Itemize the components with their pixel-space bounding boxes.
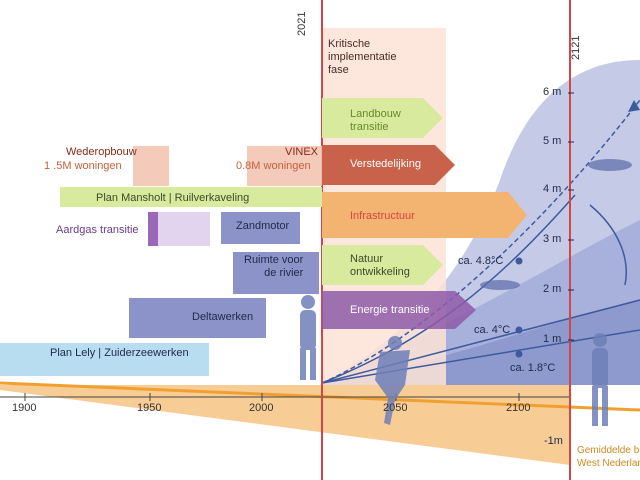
scenario-line-4-8 xyxy=(321,99,640,384)
natuur-arrow xyxy=(322,245,443,285)
aardgas-label: Aardgas transitie xyxy=(56,224,139,236)
critical-phase-label: Kritische implementatie fase xyxy=(328,38,397,76)
legend-line-1: Gemiddelde b xyxy=(577,445,640,456)
deltawerken-label: Deltawerken xyxy=(192,311,254,323)
sea-axis-1m: 1 m xyxy=(543,333,562,345)
deltawerken-bar xyxy=(129,298,266,338)
aardgas-bar xyxy=(148,212,210,246)
tick-1950: 1950 xyxy=(137,402,162,414)
zandmotor-label: Zandmotor xyxy=(236,220,290,232)
zandmotor-bar xyxy=(221,212,300,244)
scenario-dot-4-8 xyxy=(515,257,523,265)
vinex-bar xyxy=(247,146,322,186)
aardgas-bar-accent xyxy=(148,212,158,246)
sea-axis-3m: 3 m xyxy=(543,233,562,245)
sea-axis-minus-1m: -1m xyxy=(544,435,563,447)
scenario-dot-4 xyxy=(515,326,523,334)
vinex-sub: 0.8M woningen xyxy=(236,160,311,172)
sea-axis-ticks xyxy=(568,92,574,341)
curved-arrow xyxy=(589,204,627,286)
energie-arrow xyxy=(322,291,476,329)
natuur-label: Natuur ontwikkeling xyxy=(350,253,410,278)
mansholt-label: Plan Mansholt | Ruilverkaveling xyxy=(96,192,250,204)
subsidence-wedge xyxy=(0,385,570,465)
lely-bar xyxy=(0,343,209,376)
tick-2100: 2100 xyxy=(506,402,531,414)
scenario-line-1-8 xyxy=(321,329,640,384)
landbouw-arrow xyxy=(322,98,443,138)
infrastructuur-arrow xyxy=(322,192,527,238)
vinex-title: VINEX xyxy=(285,146,319,158)
sea-axis-5m: 5 m xyxy=(543,135,562,147)
lely-label: Plan Lely | Zuiderzeewerken xyxy=(50,347,189,359)
wederopbouw-bar xyxy=(133,146,169,186)
wederopbouw-sub: 1 .5M woningen xyxy=(44,160,122,172)
year-label-2121: 2121 xyxy=(570,35,582,60)
verstedelijking-label: Verstedelijking xyxy=(350,158,421,170)
landbouw-label: Landbouw transitie xyxy=(350,108,401,133)
sea-axis-4m: 4 m xyxy=(543,183,562,195)
swimmer-silhouettes xyxy=(480,159,632,290)
scenario-label-4: ca. 4°C xyxy=(474,324,511,336)
sea-axis-6m: 6 m xyxy=(543,86,562,98)
verstedelijking-arrow xyxy=(322,145,455,185)
infrastructuur-label: Infrastructuur xyxy=(350,210,415,222)
year-label-2021: 2021 xyxy=(296,11,308,36)
wederopbouw-title: Wederopbouw xyxy=(66,146,137,158)
ruimte-bar xyxy=(233,252,319,294)
scenario-label-1-8: ca. 1.8°C xyxy=(510,362,556,374)
legend-line-2: West Nederlan xyxy=(577,458,640,469)
scenario-label-4-8: ca. 4.8°C xyxy=(458,255,504,267)
sea-level-wave-low xyxy=(320,300,640,385)
scenario-dot-1-8 xyxy=(515,350,523,358)
energie-label: Energie transitie xyxy=(350,304,430,316)
sea-axis-2m: 2 m xyxy=(543,283,562,295)
mansholt-bar xyxy=(60,187,322,207)
tick-2000: 2000 xyxy=(249,402,274,414)
person-silhouettes xyxy=(300,295,608,426)
ruimte-label: Ruimte voor de rivier xyxy=(244,254,304,279)
scenario-line-4 xyxy=(321,299,640,384)
tick-2050: 2050 xyxy=(383,402,408,414)
tick-1900: 1900 xyxy=(12,402,37,414)
arrow-head xyxy=(628,100,640,112)
